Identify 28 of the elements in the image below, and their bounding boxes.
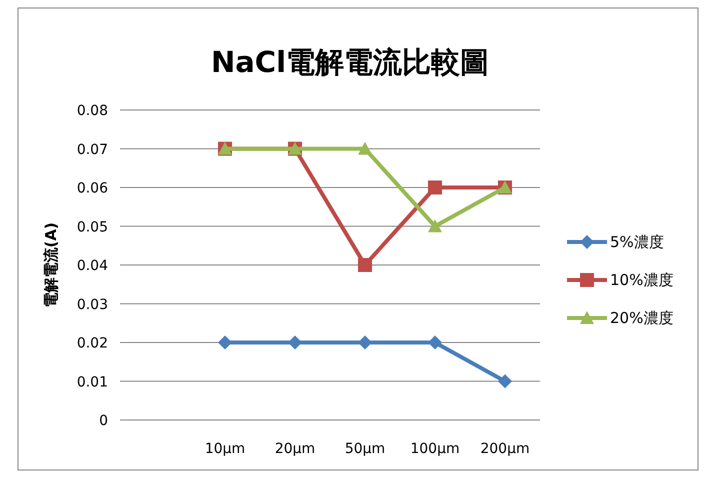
x-tick-label: 10µm — [204, 441, 246, 457]
y-tick-label: 0.02 — [76, 336, 108, 352]
point — [428, 180, 442, 194]
legend-label: 5%濃度 — [610, 233, 664, 251]
y-tick-label: 0.05 — [76, 219, 108, 236]
x-tick-label: 100µm — [410, 441, 460, 457]
y-tick-label: 0.04 — [76, 258, 108, 274]
y-tick-label: 0.01 — [76, 374, 108, 390]
x-tick-label: 20µm — [274, 441, 316, 457]
point — [428, 336, 442, 350]
x-tick-label: 50µm — [344, 441, 386, 457]
y-tick-label: 0.08 — [76, 103, 108, 119]
y-tick-label: 0.07 — [76, 142, 108, 158]
point — [358, 258, 372, 272]
point — [218, 336, 232, 350]
y-tick-label: 0.06 — [76, 180, 108, 196]
point — [498, 374, 512, 388]
legend-label: 10%濃度 — [610, 271, 674, 289]
point — [358, 336, 372, 350]
legend-label: 20%濃度 — [610, 309, 674, 327]
x-tick-label: 200µm — [480, 441, 530, 457]
point — [358, 142, 372, 155]
point — [428, 219, 442, 232]
chart-title: NaCl電解電流比較圖 — [210, 45, 490, 79]
y-axis-title: 電解電流(A) — [42, 222, 60, 308]
y-tick-label: 0 — [99, 413, 108, 429]
point — [288, 336, 302, 350]
y-tick-label: 0.03 — [76, 296, 108, 313]
